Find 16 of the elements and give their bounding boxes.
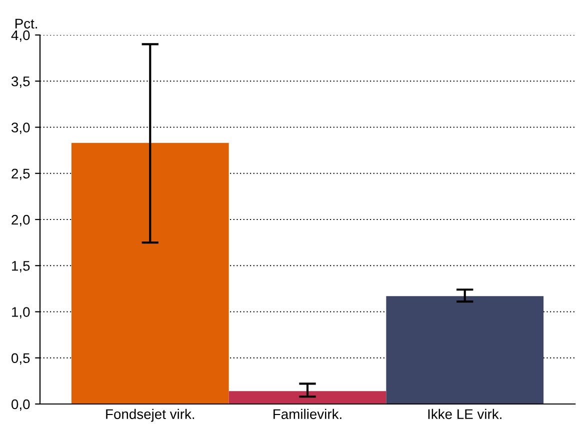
y-tick-label: 4,0 <box>11 30 30 42</box>
y-tick-label: 1,5 <box>12 261 30 272</box>
x-tick-label: Fondsejet virk. <box>106 408 194 422</box>
x-tick-label: Familievirk. <box>274 408 342 420</box>
y-tick-label: 1,0 <box>12 307 30 319</box>
y-axis-title: Pct. <box>15 18 37 29</box>
x-tick-label: Ikke LE virk. <box>428 408 502 420</box>
y-tick-label: 3,5 <box>12 76 30 88</box>
y-tick-label: 0,5 <box>12 353 30 365</box>
y-tick-label: 2,0 <box>12 214 30 226</box>
bar <box>71 142 229 404</box>
y-tick-label: 0,0 <box>12 399 30 411</box>
y-tick-label: 3,0 <box>12 122 30 134</box>
bar <box>228 391 386 404</box>
y-tick-label: 2,5 <box>12 168 30 180</box>
bar <box>386 296 544 404</box>
